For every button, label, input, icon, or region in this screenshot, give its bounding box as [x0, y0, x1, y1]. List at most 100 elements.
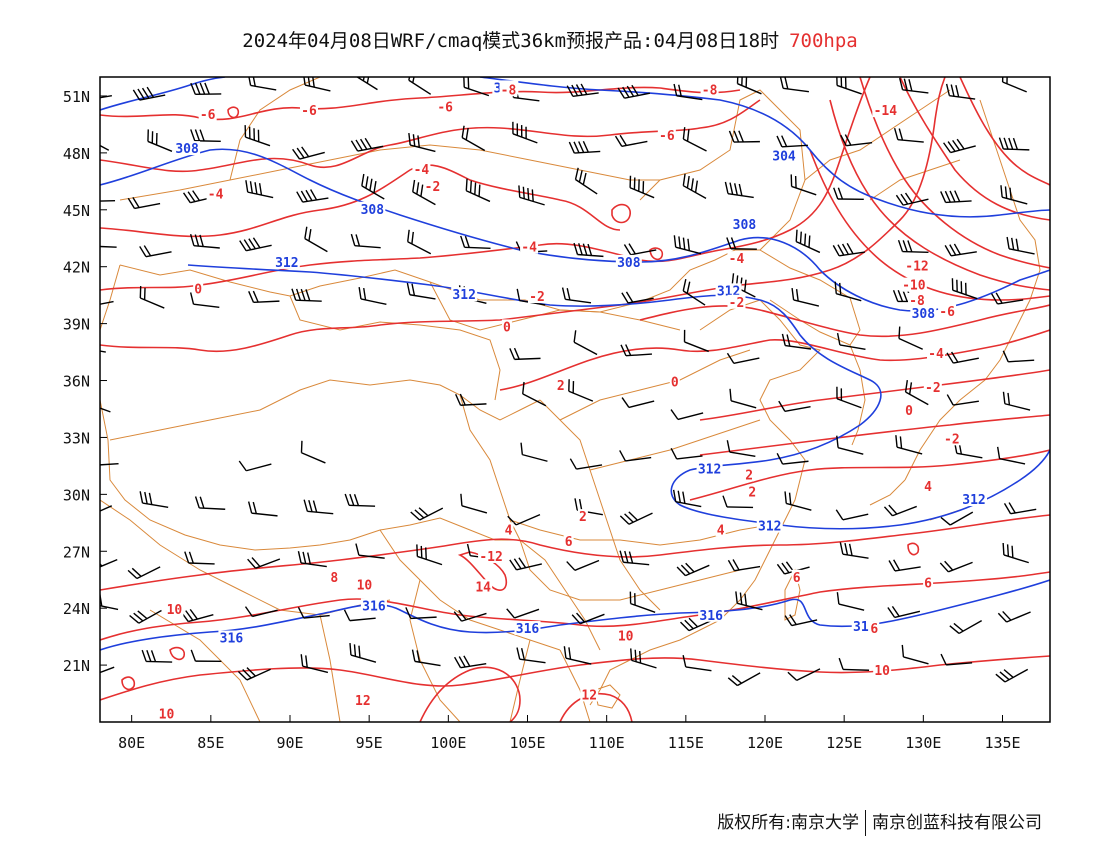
- lon-label: 105E: [509, 734, 545, 752]
- wind-barb: [791, 287, 820, 307]
- temperature-label: 0: [503, 320, 511, 335]
- temperature-label-bg: [873, 662, 892, 677]
- wind-barb: [781, 333, 812, 350]
- wind-barb: [292, 146, 325, 160]
- wind-barb: [727, 559, 761, 572]
- wind-barb: [566, 559, 600, 571]
- temperature-label-bg: [501, 319, 512, 334]
- temperature-label: 6: [565, 535, 573, 550]
- temperature-label-bg: [165, 602, 184, 617]
- wind-barb: [940, 190, 972, 204]
- wind-barb: [619, 550, 650, 566]
- lat-label: 21N: [63, 657, 90, 675]
- geopotential-label: 312: [452, 288, 475, 303]
- temperature-label: -12: [479, 550, 502, 565]
- indochina: [409, 579, 591, 722]
- wind-barb: [248, 290, 280, 304]
- temperature-label: 0: [194, 282, 202, 297]
- wind-barb: [784, 491, 812, 511]
- wind-barb: [939, 560, 973, 573]
- wind-barb: [996, 446, 1026, 465]
- copyright-footer: 版权所有:南京大学 南京创蓝科技有限公司: [717, 808, 1042, 836]
- wind-barb: [509, 557, 542, 571]
- wind-barb: [1002, 350, 1035, 363]
- temperature-label-bg: [923, 575, 934, 590]
- wind-barb: [944, 243, 977, 257]
- wind-barb: [724, 181, 754, 199]
- temperature-label: -8: [501, 83, 517, 98]
- geopotential-label-bg: [359, 201, 386, 216]
- wind-barb: [670, 447, 703, 460]
- wind-barb: [726, 352, 760, 365]
- wind-barb: [673, 83, 703, 101]
- temperature-label-bg: [669, 374, 680, 389]
- wind-barb: [670, 409, 704, 421]
- wind-barb: [516, 647, 546, 664]
- temperature-label: -6: [939, 305, 955, 320]
- wind-barb: [461, 125, 486, 152]
- temperature-label: -2: [925, 381, 941, 396]
- geopotential-label: 316: [220, 632, 244, 647]
- japan: [904, 99, 1041, 481]
- wind-barb: [358, 286, 387, 306]
- temperature-label-bg: [520, 239, 539, 254]
- wind-barb: [520, 442, 548, 462]
- wind-barb: [247, 557, 281, 569]
- title-pressure-level: 700hpa: [789, 30, 858, 52]
- wind-barb: [453, 609, 487, 622]
- geopotential-label-bg: [771, 148, 797, 163]
- temperature-label: -4: [729, 252, 745, 267]
- wind-barb: [887, 605, 921, 619]
- geopotential-label-bg: [696, 461, 723, 476]
- temperature-label-bg: [616, 628, 635, 643]
- wind-barb: [945, 83, 976, 100]
- temperature-label: 10: [874, 664, 890, 679]
- temperature-label-bg: [938, 304, 957, 319]
- temperature-label-bg: [727, 251, 746, 266]
- wind-barb: [573, 330, 598, 356]
- wind-barb: [682, 278, 706, 306]
- wind-barb: [139, 245, 172, 258]
- wind-barb: [454, 655, 487, 669]
- geopotential-label: 316: [699, 609, 723, 624]
- province-boundaries: [100, 77, 1041, 722]
- temperature-label-bg: [563, 533, 574, 548]
- wind-barb: [995, 668, 1029, 683]
- temperature-label-bg: [744, 467, 755, 482]
- temperature-label: -12: [905, 260, 928, 275]
- wind-barb: [776, 135, 808, 148]
- mongolia-north: [119, 144, 660, 201]
- wind-barb: [518, 185, 545, 206]
- wind-barb: [883, 504, 917, 517]
- wind-barb: [629, 175, 655, 199]
- central-1: [539, 399, 661, 611]
- map-frame: [99, 76, 1051, 723]
- geopotential-label-bg: [756, 518, 783, 533]
- temperature-label: -4: [521, 241, 537, 256]
- wind-barb: [682, 127, 707, 152]
- temperature-label-bg: [577, 509, 588, 524]
- lon-label: 135E: [984, 734, 1020, 752]
- geopotential-label: 312: [758, 520, 781, 535]
- yunnan: [379, 529, 561, 651]
- temperature-label: 12: [581, 688, 597, 703]
- wind-barb: [522, 381, 547, 407]
- wind-barb: [406, 282, 436, 300]
- lon-label: 115E: [668, 734, 704, 752]
- wind-barb: [460, 235, 491, 250]
- temperature-label: 0: [905, 404, 913, 419]
- wind-barb: [895, 192, 929, 206]
- wind-barb: [180, 608, 214, 623]
- temperature-label: 12: [355, 694, 371, 709]
- wind-barb: [888, 559, 921, 572]
- temperature-labels: -8 -8 -6 -6 -6 -14 -6 -4 -2 -4 -4 -4 -12 -10 0 -8 -2 -2 -6…: [157, 82, 961, 722]
- lon-label: 85E: [197, 734, 224, 752]
- wind-barb: [405, 607, 437, 620]
- geopotential-label-bg: [910, 306, 937, 321]
- wind-barb: [729, 388, 757, 409]
- wind-barb: [834, 281, 862, 302]
- wind-barb: [838, 657, 870, 671]
- wind-barb: [127, 197, 161, 210]
- wind-barb: [614, 134, 648, 148]
- temperature-label: -4: [414, 163, 430, 178]
